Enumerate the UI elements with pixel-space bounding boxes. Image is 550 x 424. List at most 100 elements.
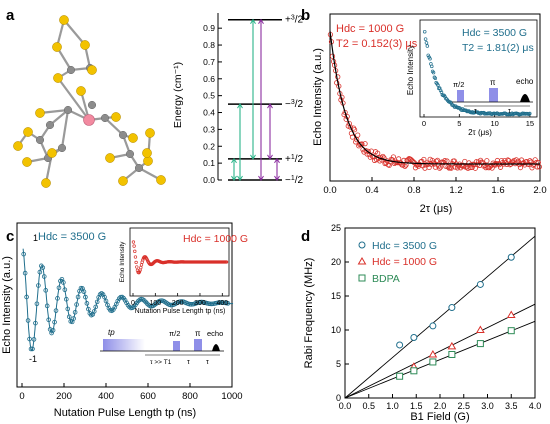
panel-b-data-point [468, 162, 474, 168]
sulfur-atom [118, 176, 128, 186]
panel-b-inset-xtick-label: 15 [526, 119, 534, 128]
transition-arrowhead [237, 175, 243, 181]
panel-b-inset: Echo Intensity 2τ (μs) 0 5 10 15 Hdc = 3500… [406, 19, 538, 137]
sulfur-atom [35, 108, 45, 118]
panel-d-xtick-label: 0.5 [362, 401, 375, 411]
sulfur-atom [145, 128, 155, 138]
panel-c-xtick-label: 1000 [221, 391, 242, 402]
energy-level-label: −1/2 [285, 175, 304, 186]
carbon-atom [87, 100, 97, 110]
pulse-pi-b [489, 88, 498, 102]
energy-level-label: +3/2 [285, 15, 304, 26]
pulse-pi-c [194, 339, 202, 351]
seq-taulong-label-c: τ >> T1 [150, 359, 172, 366]
transition-arrowhead [250, 154, 256, 160]
panel-d-fit-line [344, 320, 536, 399]
panel-c-inset-ylabel: Echo Intensity [119, 241, 126, 283]
panel-c-fit-curve [22, 248, 234, 351]
panel-b-field-label: Hdc = 1000 G [336, 23, 404, 35]
sulfur-atom [76, 86, 86, 96]
panel-c-xtick-label: 0 [19, 391, 24, 402]
panel-d-fit-line [344, 303, 536, 399]
panel-b-data-point [365, 148, 371, 154]
panel-b-data-point [355, 132, 361, 138]
pulse-tp-c [103, 339, 145, 351]
energy-tick-label: 0.4 [203, 108, 215, 118]
panel-b-data-point [442, 158, 448, 164]
panel-b-inset-data-point [528, 111, 532, 116]
panel-b-inset-data-point [432, 75, 437, 80]
panel-c-inset-xtick-label: 300 [194, 300, 206, 307]
molecule-structure [13, 15, 166, 188]
transition-arrowhead [237, 103, 243, 109]
panel-label-c: c [6, 228, 14, 245]
panel-b-inset-frame [419, 19, 538, 118]
sulfur-atom [111, 112, 121, 122]
panel-d-point-triangle [428, 349, 438, 358]
panel-b-frame [329, 13, 541, 182]
panel-b-data-point [402, 163, 408, 169]
panel-b-inset-data-point [438, 88, 443, 93]
energy-tick-label: 0.3 [203, 124, 215, 134]
panel-b-data-point [459, 162, 465, 168]
panel-c-inset-data-point [137, 270, 142, 274]
panel-d-ytick-label: 10 [331, 325, 341, 335]
legend-label-1000: Hdc = 1000 G [372, 256, 437, 268]
panel-d-point-circle [410, 333, 418, 341]
panel-d-plot: 0.0 0.5 1.0 1.5 2.0 2.5 3.0 3.5 4.0 0 5 10 15 20 25 Ra… [303, 223, 541, 423]
panel-d-ytick-label: 0 [336, 393, 341, 403]
panel-d-xtick-label: 1.5 [410, 401, 423, 411]
sulfur-atom [23, 127, 33, 137]
seq-tau2-label-b: τ [508, 108, 511, 115]
panel-b-data-point [375, 150, 381, 156]
sulfur-atom [80, 40, 90, 50]
panel-c-xtick-label: 200 [56, 391, 72, 402]
sulfur-atom [105, 153, 115, 163]
panel-b-data-point [434, 157, 441, 163]
energy-tick-label: 0.0 [203, 175, 215, 185]
panel-d-legend: Hdc = 3500 G Hdc = 1000 G BDPA [357, 240, 437, 285]
panel-b-inset-xtick-label: 5 [457, 119, 461, 128]
pulse-half-c [173, 341, 180, 351]
panel-d-frame [344, 227, 536, 399]
carbon-atom [45, 120, 55, 130]
panel-b-plot: 0.0 0.4 0.8 1.2 1.6 2.0 Echo Intensity (a.u.)… [312, 13, 547, 215]
sulfur-atom [47, 148, 57, 158]
sulfur-atom [52, 42, 62, 52]
transition-arrowhead [258, 18, 264, 25]
panel-b-data-point [351, 127, 358, 133]
panel-b-data-point [505, 157, 511, 163]
panel-c-inset-data-point [131, 240, 136, 244]
panel-b-data-point [414, 162, 421, 168]
transition-arrowhead [258, 175, 264, 181]
seq-tau1-label-c: τ [187, 359, 190, 366]
panel-b-data-point [532, 157, 538, 163]
transition-arrowhead [274, 157, 280, 164]
panel-d-xtick-label: 3.5 [505, 401, 518, 411]
seq-pi-label-b: π [490, 78, 496, 87]
energy-tick-label: 0.5 [203, 91, 215, 101]
panel-c-data-point [81, 289, 87, 294]
panel-c-ytick-bottom: -1 [29, 354, 37, 364]
panel-b-inset-ylabel: Echo Intensity [406, 45, 415, 95]
panel-c-inset-xtick-label: 400 [216, 300, 228, 307]
sulfur-atom [22, 157, 32, 167]
panel-d-point-square [476, 340, 484, 348]
panel-c-data-point [94, 299, 100, 305]
seq-tau1-label-b: τ [474, 108, 477, 115]
panel-c-inset-data-point [133, 255, 138, 259]
seq-pi-label-c: π [195, 329, 201, 338]
panel-c-inset-field-label: Hdc = 1000 G [183, 233, 248, 245]
sulfur-atom [13, 141, 23, 151]
energy-tick-label: 0.7 [203, 57, 215, 67]
sulfur-atom [53, 73, 63, 83]
transition-arrowhead [267, 103, 273, 109]
panel-c-xtick-label: 800 [182, 391, 198, 402]
panel-d-point-triangle [506, 310, 516, 319]
panel-b-xtick-label: 1.2 [449, 185, 462, 196]
panel-b-inset-t2-label: T2 = 1.81(2) μs [462, 42, 534, 54]
seq-half-label-c: π/2 [169, 329, 180, 338]
panel-c-data-point [71, 316, 76, 321]
transition-arrowhead [267, 154, 273, 160]
energy-level-label: +1/2 [285, 154, 304, 165]
